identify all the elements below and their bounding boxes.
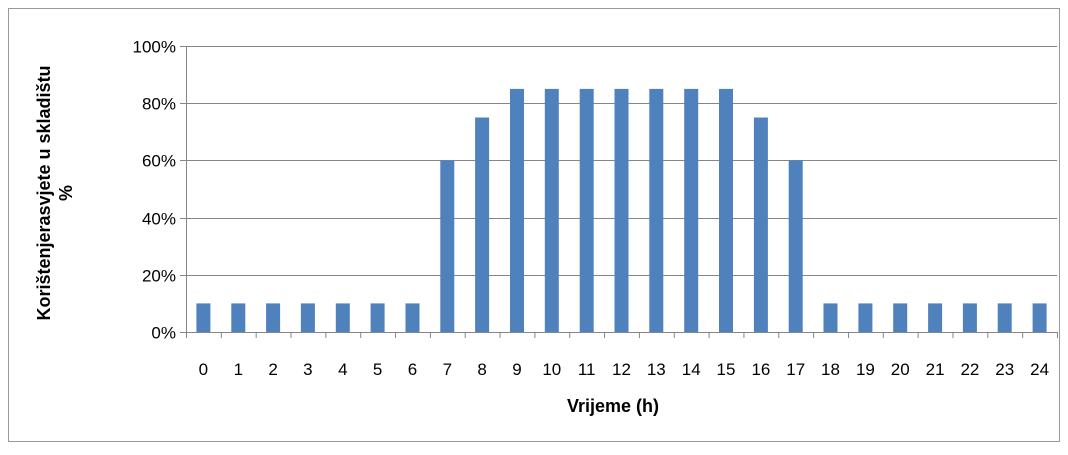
x-tick-label: 6 bbox=[408, 360, 417, 379]
bar-6 bbox=[405, 303, 420, 332]
y-tick-label: 0% bbox=[151, 324, 176, 343]
bar-8 bbox=[475, 117, 490, 332]
y-tick-labels: 0% 20% 40% 60% 80% 100% bbox=[133, 38, 176, 343]
bar-3 bbox=[300, 303, 315, 332]
x-tick-label: 4 bbox=[338, 360, 347, 379]
bar-15 bbox=[719, 88, 733, 333]
bar-19 bbox=[858, 303, 873, 332]
x-tick-label: 3 bbox=[303, 360, 312, 379]
x-tick-label: 21 bbox=[926, 360, 945, 379]
bar-11 bbox=[579, 88, 594, 333]
x-tick-label: 7 bbox=[443, 360, 452, 379]
x-tick-label: 18 bbox=[821, 360, 840, 379]
x-tick-label: 17 bbox=[786, 360, 805, 379]
bar-13 bbox=[649, 88, 664, 333]
x-tick-label: 20 bbox=[891, 360, 910, 379]
y-tick-label: 40% bbox=[142, 210, 176, 229]
x-tick-label: 8 bbox=[477, 360, 486, 379]
x-tick-label: 16 bbox=[751, 360, 770, 379]
bar-16 bbox=[753, 117, 768, 332]
y-tick-label: 80% bbox=[142, 95, 176, 114]
x-tick-label: 0 bbox=[199, 360, 208, 379]
bar-5 bbox=[370, 303, 385, 332]
bar-1 bbox=[231, 303, 246, 332]
chart-border bbox=[8, 8, 1060, 442]
x-tick-label: 14 bbox=[682, 360, 701, 379]
bar-24 bbox=[1032, 303, 1047, 332]
bar-18 bbox=[823, 303, 838, 332]
y-axis-label: Korištenjerasvjete u skladištu% bbox=[34, 65, 76, 320]
bars bbox=[196, 88, 1047, 333]
bar-0 bbox=[196, 303, 211, 332]
x-tick-label: 19 bbox=[856, 360, 875, 379]
x-tick-label: 13 bbox=[647, 360, 666, 379]
x-tick-label: 1 bbox=[234, 360, 243, 379]
bar-20 bbox=[893, 303, 908, 332]
bar-2 bbox=[266, 303, 281, 332]
x-tick-label: 5 bbox=[373, 360, 382, 379]
x-tick-label: 15 bbox=[717, 360, 736, 379]
x-tick-labels: 0 1 2 3 4 5 6 7 8 9 10 11 12 13 14 15 16 17 18 19 20 21 22 23 24 bbox=[186, 332, 1058, 379]
bar-12 bbox=[614, 88, 629, 333]
y-tick-label: 100% bbox=[133, 38, 176, 57]
x-tick-label: 2 bbox=[268, 360, 277, 379]
bar-10 bbox=[544, 88, 559, 333]
bar-23 bbox=[997, 303, 1012, 332]
x-tick-label: 10 bbox=[542, 360, 561, 379]
bar-14 bbox=[684, 88, 699, 333]
x-tick-label: 23 bbox=[995, 360, 1014, 379]
x-tick-label: 11 bbox=[578, 360, 596, 379]
x-tick-label: 9 bbox=[512, 360, 521, 379]
x-tick-label: 24 bbox=[1030, 360, 1049, 379]
y-tick-label: 60% bbox=[142, 152, 176, 171]
y-tick-label: 20% bbox=[142, 267, 176, 286]
y-axis-label-line: % bbox=[56, 185, 76, 201]
axes bbox=[186, 46, 1058, 333]
bar-22 bbox=[962, 303, 977, 332]
bar-21 bbox=[928, 303, 943, 332]
x-axis-label: Vrijeme (h) bbox=[567, 396, 659, 416]
bar-9 bbox=[510, 88, 524, 333]
y-axis-label-line: Korištenjerasvjete u skladištu bbox=[34, 65, 54, 320]
x-tick-label: 12 bbox=[612, 360, 631, 379]
x-tick-label: 22 bbox=[960, 360, 979, 379]
bar-4 bbox=[335, 303, 350, 332]
bar-17 bbox=[788, 160, 803, 332]
bar-7 bbox=[440, 160, 455, 332]
